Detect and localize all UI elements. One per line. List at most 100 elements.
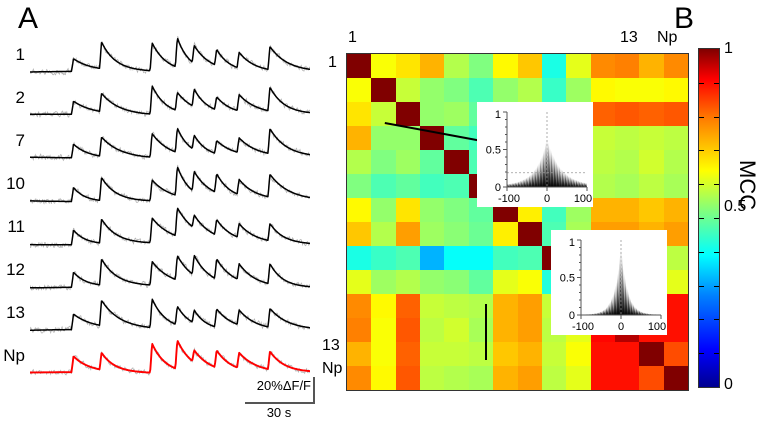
histogram-y-ticklabel: 0.5 [560,273,575,285]
matrix-cell [347,150,372,174]
smoothed-trace-line [30,38,310,73]
matrix-cell [541,342,567,366]
trace-row: 7 [16,120,310,162]
scale-bar-amplitude-label: 20%ΔF/F [256,378,311,393]
matrix-cell [371,366,396,390]
histogram-x-ticklabel: 0 [544,193,550,205]
smoothed-trace-line [30,298,310,331]
matrix-cell [395,270,421,294]
correlation-matrix: 0 0.5 1 -100 0 100 0 0.5 1 -100 0 100 [346,53,689,391]
matrix-cell [493,294,518,318]
matrix-cell [371,102,396,126]
matrix-cell [395,150,421,174]
matrix-cell [347,342,372,366]
matrix-cell [493,54,518,78]
matrix-cell [590,366,615,390]
matrix-cell [395,342,421,366]
matrix-cell [639,342,664,366]
matrix-cell [614,78,640,102]
histogram-y-ticklabel: 1 [495,109,501,121]
matrix-cell [590,102,615,126]
matrix-cell [566,54,591,78]
matrix-cell [420,318,445,342]
matrix-cell [614,198,640,222]
matrix-cell [663,126,688,150]
matrix-cell [614,150,640,174]
matrix-cell [517,222,542,246]
matrix-cell [517,246,542,270]
colorbar-gradient [698,48,720,388]
matrix-cell [468,54,494,78]
matrix-cell [639,150,664,174]
matrix-cell [663,318,688,342]
matrix-cell [663,150,688,174]
trace-label: 11 [7,217,25,236]
matrix-cell [639,54,664,78]
matrix-cell [444,342,469,366]
colorbar-tick [699,82,704,84]
colorbar-tick [699,319,704,321]
matrix-cell [468,318,494,342]
inset-histogram-neuropil-svg: 00.51-100 0 100 [560,237,666,333]
matrix-cell [663,342,688,366]
matrix-cell [566,342,591,366]
trace-label: 13 [6,303,25,322]
matrix-cell [444,270,469,294]
matrix-cell [517,342,542,366]
annotation-line-lower [484,304,487,360]
matrix-cell [663,270,688,294]
matrix-cell [566,366,591,390]
matrix-cell [395,246,421,270]
trace-label: 7 [15,131,25,150]
colorbar-tick [699,218,704,219]
matrix-cell [590,198,615,222]
matrix-cell [663,366,688,390]
colorbar-label-max: 1 [724,40,733,57]
cell-trace [30,207,310,248]
colorbar [698,48,720,388]
inset-histogram-neuropil: 0 0.5 1 -100 0 100 [551,230,667,335]
matrix-axis-label-top-first: 1 [348,29,357,46]
matrix-cell [590,126,615,150]
matrix-cell [663,198,688,222]
matrix-cell [420,54,445,78]
matrix-cell [420,294,445,318]
matrix-cell [493,78,518,102]
scale-bar-vertical [313,377,315,403]
colorbar-tick [714,116,719,118]
trace-row: 2 [16,77,310,119]
matrix-cell [420,222,445,246]
colorbar-tick [714,353,719,355]
matrix-cell [493,342,518,366]
trace-row: 12 [6,249,310,291]
matrix-cell [468,246,494,270]
matrix-cell [395,174,421,198]
matrix-cell [444,150,469,174]
matrix-cell [420,78,445,102]
colorbar-tick [714,251,719,253]
matrix-cell [517,78,542,102]
matrix-cell [371,54,396,78]
matrix-cell [590,150,615,174]
matrix-cell [395,198,421,222]
matrix-cell [444,246,469,270]
matrix-cell [371,270,396,294]
matrix-cell [395,222,421,246]
matrix-cell [541,78,567,102]
colorbar-tick [699,184,704,186]
histogram-y-ticklabel: 0 [495,182,501,194]
matrix-cell [663,174,688,198]
matrix-cell [614,342,640,366]
trace-label: 10 [6,174,25,193]
histogram-y-ticklabel: 0 [569,310,575,322]
histogram-x-ticklabel: 0 [618,321,624,333]
matrix-cell [395,78,421,102]
colorbar-label-min: 0 [724,376,733,393]
matrix-cell [493,246,518,270]
matrix-cell [371,246,396,270]
trace-row: 1 [16,34,310,76]
matrix-cell [468,294,494,318]
trace-row: 10 [6,163,310,205]
trace-label: 2 [15,88,25,107]
trace-row: 11 [7,206,310,248]
